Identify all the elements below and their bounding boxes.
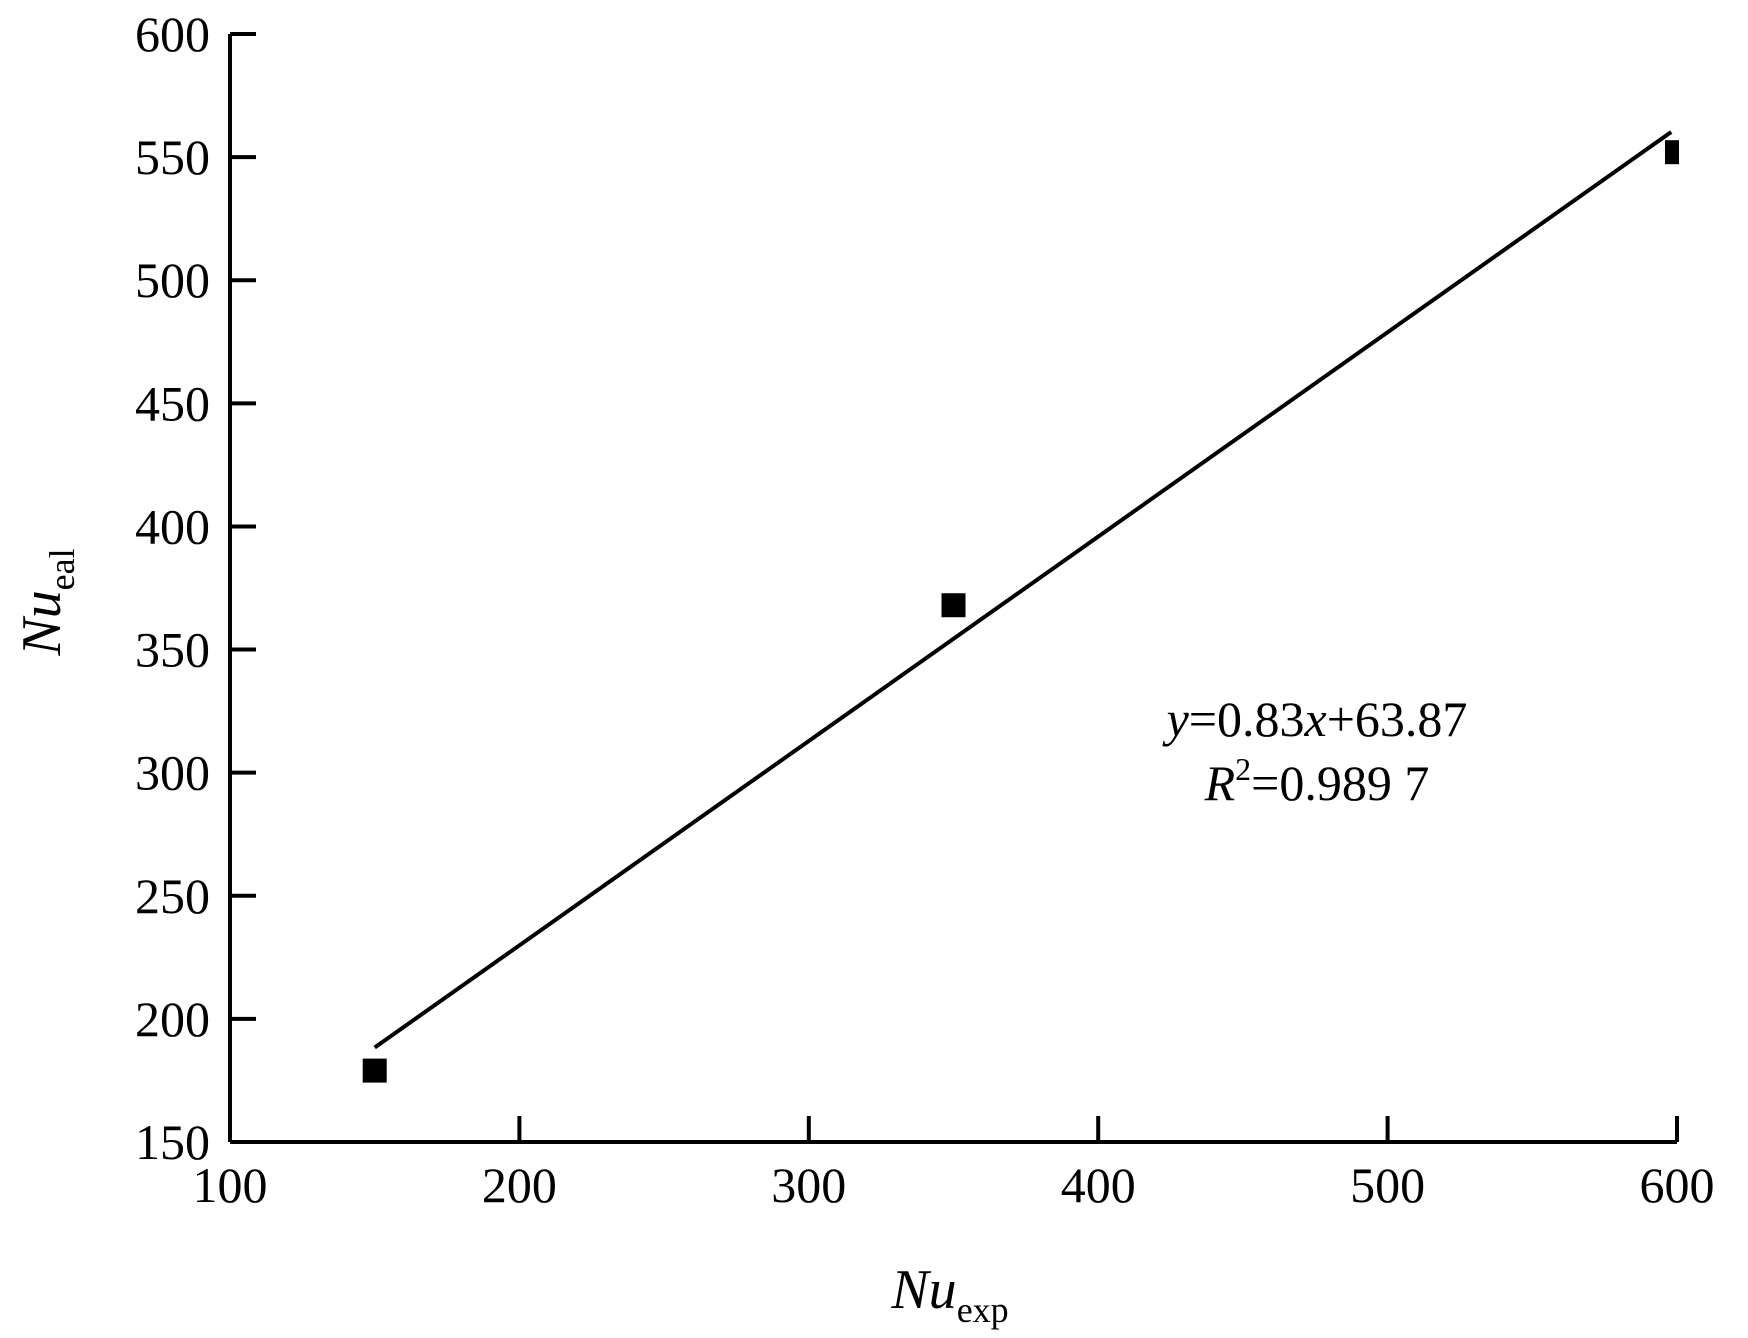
y-tick-label: 450 [135, 375, 210, 431]
x-axis-ticks: 100 200 300 400 500 600 [193, 1116, 1715, 1213]
x-tick-label: 100 [193, 1157, 268, 1213]
x-axis-title-main: Nu [890, 1259, 956, 1321]
y-tick-label: 200 [135, 991, 210, 1047]
equation-y-var: y [1162, 691, 1190, 747]
y-axis-title-sub: eal [42, 548, 82, 590]
y-tick-label: 400 [135, 498, 210, 554]
axes [228, 34, 1677, 1144]
x-axis-title: Nuexp [890, 1259, 1008, 1330]
y-axis-title-main: Nu [11, 590, 73, 656]
plot-area: 100 200 300 400 500 600 150 200 250 300 350 400 450… [135, 6, 1715, 1213]
x-axis-title-sub: exp [957, 1290, 1009, 1330]
equation-intercept: +63.87 [1327, 691, 1468, 747]
r-squared-value: =0.989 7 [1251, 755, 1429, 811]
r-squared-var: R [1204, 755, 1236, 811]
data-point [1665, 140, 1679, 165]
x-tick-label: 200 [482, 1157, 557, 1213]
y-tick-label: 300 [135, 745, 210, 801]
regression-line-group [373, 130, 1673, 1050]
data-point [362, 1058, 387, 1083]
y-tick-label: 600 [135, 6, 210, 62]
equation-x-var: x [1304, 691, 1327, 747]
data-points [362, 140, 1679, 1083]
y-tick-label: 350 [135, 622, 210, 678]
y-axis-ticks: 150 200 250 300 350 400 450 500 550 600 [135, 6, 256, 1170]
x-tick-label: 600 [1640, 1157, 1715, 1213]
y-tick-label: 500 [135, 252, 210, 308]
x-tick-label: 400 [1061, 1157, 1136, 1213]
y-tick-label: 250 [135, 868, 210, 924]
equation-coefficient: =0.83 [1189, 691, 1305, 747]
y-tick-label: 150 [135, 1114, 210, 1170]
y-axis-title: Nueal [11, 548, 82, 656]
x-tick-label: 500 [1350, 1157, 1425, 1213]
r-squared-exponent: 2 [1235, 751, 1251, 787]
equation-annotation: y=0.83x+63.87 [1162, 691, 1468, 747]
regression-line [373, 130, 1673, 1050]
y-tick-label: 550 [135, 129, 210, 185]
r-squared-annotation: R2=0.989 7 [1204, 751, 1430, 811]
x-tick-label: 300 [771, 1157, 846, 1213]
data-point [941, 593, 966, 618]
